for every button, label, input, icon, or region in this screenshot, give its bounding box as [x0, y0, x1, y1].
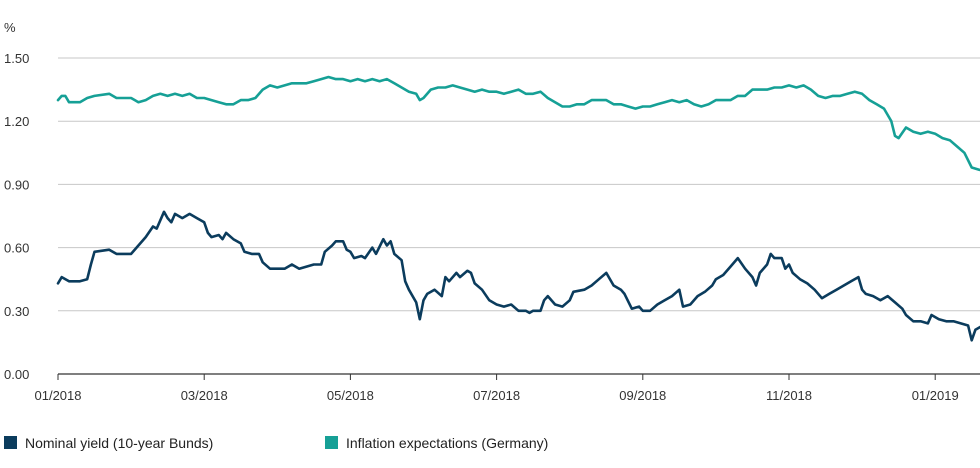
series-line-nominal-yield	[56, 210, 980, 342]
y-tick-label: 0.30	[4, 304, 29, 319]
y-tick-label: 0.60	[4, 241, 29, 256]
legend-swatch	[4, 436, 17, 449]
y-tick-label: 1.50	[4, 51, 29, 66]
y-tick-label: 0.90	[4, 177, 29, 192]
series-lines	[56, 75, 980, 342]
x-tick-label: 05/2018	[327, 388, 374, 403]
legend-label: Inflation expectations (Germany)	[346, 435, 548, 451]
x-tick-label: 01/2019	[912, 388, 959, 403]
y-axis-unit-label: %	[4, 20, 16, 35]
x-tick-label: 07/2018	[473, 388, 520, 403]
legend-item-inflation-expectations: Inflation expectations (Germany)	[325, 435, 548, 451]
legend-label: Nominal yield (10-year Bunds)	[25, 435, 213, 451]
y-axis-ticks: 0.00 0.30 0.60 0.90 1.20 1.50	[4, 51, 29, 382]
x-tick-label: 11/2018	[766, 388, 812, 403]
legend: Nominal yield (10-year Bunds) Inflation e…	[4, 435, 548, 451]
gridlines	[58, 57, 980, 375]
x-tick-label: 09/2018	[619, 388, 666, 403]
x-tick-label: 01/2018	[35, 388, 82, 403]
legend-item-nominal-yield: Nominal yield (10-year Bunds)	[4, 435, 213, 451]
x-tick-label: 03/2018	[181, 388, 228, 403]
legend-swatch	[325, 436, 338, 449]
y-tick-label: 1.20	[4, 114, 29, 129]
x-axis-ticks: 01/2018 03/2018 05/2018 07/2018 09/2018 11/20…	[35, 374, 959, 403]
y-tick-label: 0.00	[4, 367, 29, 382]
series-line-inflation-expectations	[56, 75, 980, 172]
